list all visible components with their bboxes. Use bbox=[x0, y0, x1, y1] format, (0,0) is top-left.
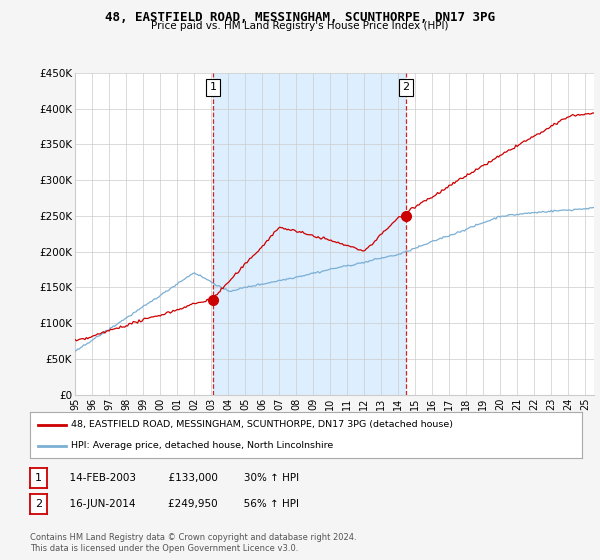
Text: 48, EASTFIELD ROAD, MESSINGHAM, SCUNTHORPE, DN17 3PG (detached house): 48, EASTFIELD ROAD, MESSINGHAM, SCUNTHOR… bbox=[71, 420, 454, 429]
Text: 1: 1 bbox=[209, 82, 217, 92]
Text: 1: 1 bbox=[35, 473, 42, 483]
Bar bbox=[213, 73, 406, 395]
Text: Contains HM Land Registry data © Crown copyright and database right 2024.
This d: Contains HM Land Registry data © Crown c… bbox=[30, 533, 356, 553]
Text: Price paid vs. HM Land Registry's House Price Index (HPI): Price paid vs. HM Land Registry's House … bbox=[151, 21, 449, 31]
Text: 2: 2 bbox=[35, 499, 42, 509]
Text: 14-FEB-2003          £133,000        30% ↑ HPI: 14-FEB-2003 £133,000 30% ↑ HPI bbox=[63, 473, 299, 483]
Text: 16-JUN-2014          £249,950        56% ↑ HPI: 16-JUN-2014 £249,950 56% ↑ HPI bbox=[63, 499, 299, 509]
Text: 48, EASTFIELD ROAD, MESSINGHAM, SCUNTHORPE, DN17 3PG: 48, EASTFIELD ROAD, MESSINGHAM, SCUNTHOR… bbox=[105, 11, 495, 24]
Text: 2: 2 bbox=[403, 82, 410, 92]
Text: HPI: Average price, detached house, North Lincolnshire: HPI: Average price, detached house, Nort… bbox=[71, 441, 334, 450]
